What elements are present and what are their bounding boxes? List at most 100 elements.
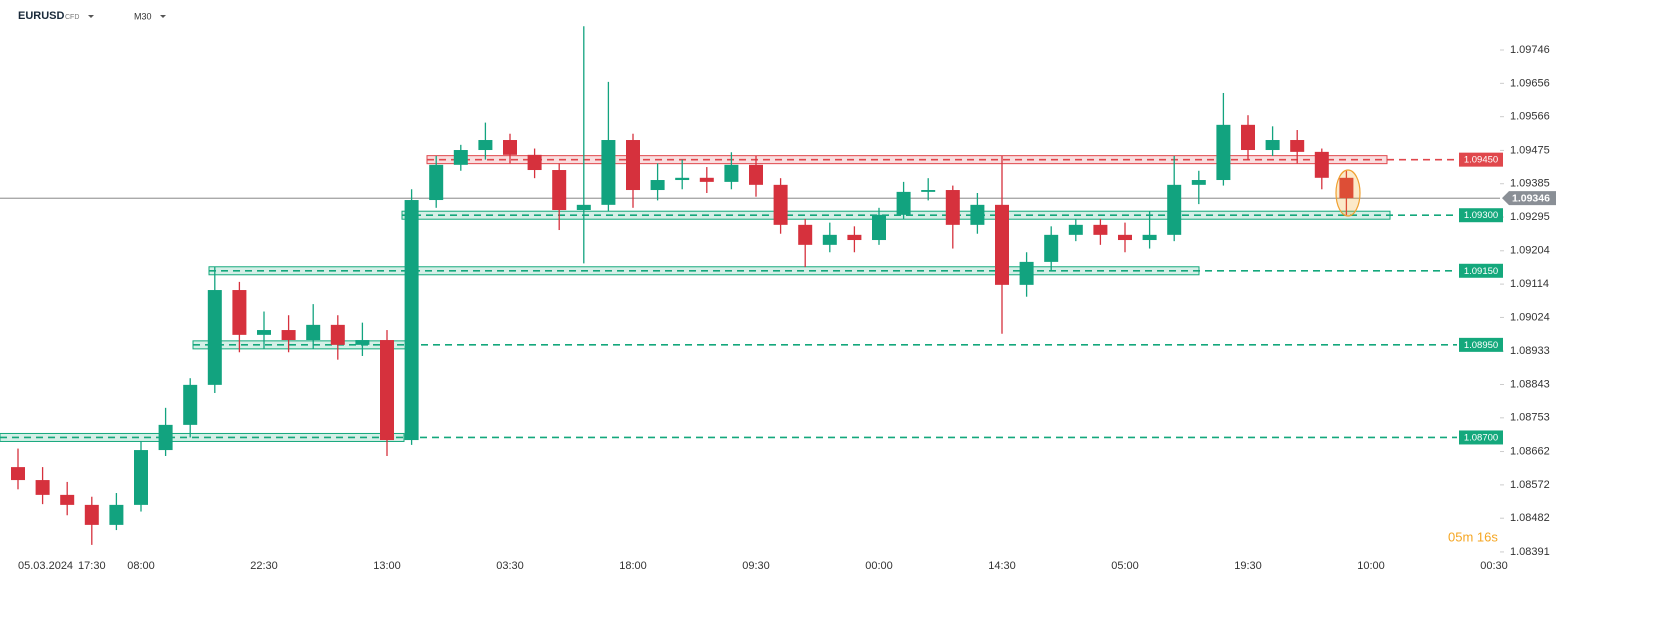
- candle-body: [872, 214, 886, 241]
- candle-body: [822, 234, 837, 245]
- candle-body: [404, 200, 419, 441]
- symbol-kind: CFD: [65, 14, 79, 21]
- candle-body: [921, 190, 936, 192]
- x-tick-label: 14:30: [988, 560, 1016, 572]
- candle-body: [134, 450, 148, 505]
- level-tag: [1459, 337, 1503, 352]
- candle-body: [601, 140, 616, 205]
- y-tick-label: 1.09114: [1510, 278, 1549, 290]
- y-tick-label: 1.08391: [1510, 546, 1550, 558]
- candle-body: [1216, 124, 1231, 181]
- level-tag: [1459, 263, 1503, 278]
- candle-body: [970, 204, 985, 225]
- candle-body: [798, 224, 813, 245]
- y-tick-label: 1.09656: [1510, 77, 1550, 89]
- candle-body: [1118, 234, 1132, 241]
- candle-body: [503, 140, 517, 155]
- candle-body: [1265, 140, 1280, 151]
- candle-body: [724, 164, 739, 182]
- candle-body: [1167, 184, 1182, 235]
- candle-body: [232, 290, 247, 335]
- candle-body: [84, 504, 99, 525]
- x-tick-label: 13:00: [373, 560, 401, 572]
- candle-body: [11, 467, 25, 481]
- candle-body: [380, 340, 394, 441]
- candle-body: [1093, 224, 1108, 235]
- y-tick-label: 1.09204: [1510, 245, 1550, 257]
- candle-body: [1290, 140, 1305, 152]
- level-tag: [1459, 152, 1503, 167]
- candle-body: [207, 290, 222, 385]
- x-tick-label: 19:30: [1234, 560, 1262, 572]
- y-tick-label: 1.09746: [1510, 44, 1550, 56]
- candle-body: [429, 164, 444, 201]
- candle-body: [847, 234, 862, 241]
- candle-body: [306, 324, 321, 341]
- candle-body: [749, 164, 763, 185]
- candle-body: [158, 424, 173, 451]
- x-tick-label: 05.03.2024: [18, 560, 73, 572]
- candle-body: [281, 330, 296, 341]
- candle-body: [527, 154, 542, 171]
- candle-body: [626, 140, 640, 191]
- x-tick-label: 08:00: [127, 560, 155, 572]
- candle-body: [330, 324, 345, 345]
- candle-body: [257, 330, 271, 335]
- candle-body: [1314, 151, 1329, 178]
- candle-body: [699, 177, 714, 182]
- candle-body: [945, 190, 960, 225]
- price-label: 1.09346: [1512, 192, 1550, 204]
- candle-body: [1068, 224, 1083, 235]
- candle-body: [675, 177, 690, 181]
- candle-body: [552, 170, 567, 211]
- timer: 05m 16s: [1448, 529, 1498, 544]
- x-tick-label: 10:00: [1357, 560, 1385, 572]
- y-tick-label: 1.08753: [1510, 412, 1550, 424]
- y-tick-label: 1.09295: [1510, 211, 1550, 223]
- highlight: [1335, 169, 1361, 217]
- y-tick-label: 1.09385: [1510, 178, 1550, 190]
- level-label: 1.09150: [1464, 266, 1498, 277]
- y-tick-label: 1.08662: [1510, 445, 1550, 457]
- candle-body: [60, 494, 75, 505]
- candle-body: [896, 191, 911, 215]
- dropdown-arrow[interactable]: [88, 15, 94, 18]
- level-label: 1.08700: [1464, 432, 1498, 443]
- interval[interactable]: M30: [134, 11, 152, 21]
- candle-body: [576, 204, 591, 211]
- y-tick-label: 1.09475: [1510, 144, 1550, 156]
- x-tick-label: 09:30: [742, 560, 770, 572]
- y-tick-label: 1.08933: [1510, 345, 1550, 357]
- x-tick-label: 05:00: [1111, 560, 1139, 572]
- candle-body: [478, 140, 493, 151]
- y-tick-label: 1.08482: [1510, 512, 1550, 524]
- level-tag: [1459, 430, 1503, 445]
- candle-body: [183, 384, 198, 425]
- symbol[interactable]: EURUSD: [18, 10, 65, 22]
- candle-body: [453, 150, 468, 165]
- x-tick-label: 18:00: [619, 560, 647, 572]
- zone: [0, 432, 405, 442]
- candle-body: [355, 340, 370, 345]
- candle-body: [995, 204, 1009, 285]
- candle-body: [773, 184, 788, 225]
- x-tick-label: 22:30: [250, 560, 278, 572]
- candle-body: [650, 180, 665, 191]
- price-tag: [1502, 191, 1556, 206]
- y-tick-label: 1.09566: [1510, 111, 1550, 123]
- x-tick-label: 17:30: [78, 560, 106, 572]
- level-label: 1.08950: [1464, 340, 1498, 351]
- candle-body: [1142, 234, 1157, 241]
- y-tick-label: 1.08843: [1510, 378, 1550, 390]
- candle-body: [1191, 180, 1206, 185]
- x-tick-label: 00:30: [1480, 560, 1508, 572]
- y-tick-label: 1.08572: [1510, 479, 1550, 491]
- level-tag: [1459, 208, 1503, 223]
- x-tick-label: 03:30: [496, 560, 524, 572]
- candle-body: [109, 504, 124, 525]
- x-tick-label: 00:00: [865, 560, 893, 572]
- candle-body: [1044, 234, 1059, 262]
- dropdown-arrow[interactable]: [160, 15, 166, 18]
